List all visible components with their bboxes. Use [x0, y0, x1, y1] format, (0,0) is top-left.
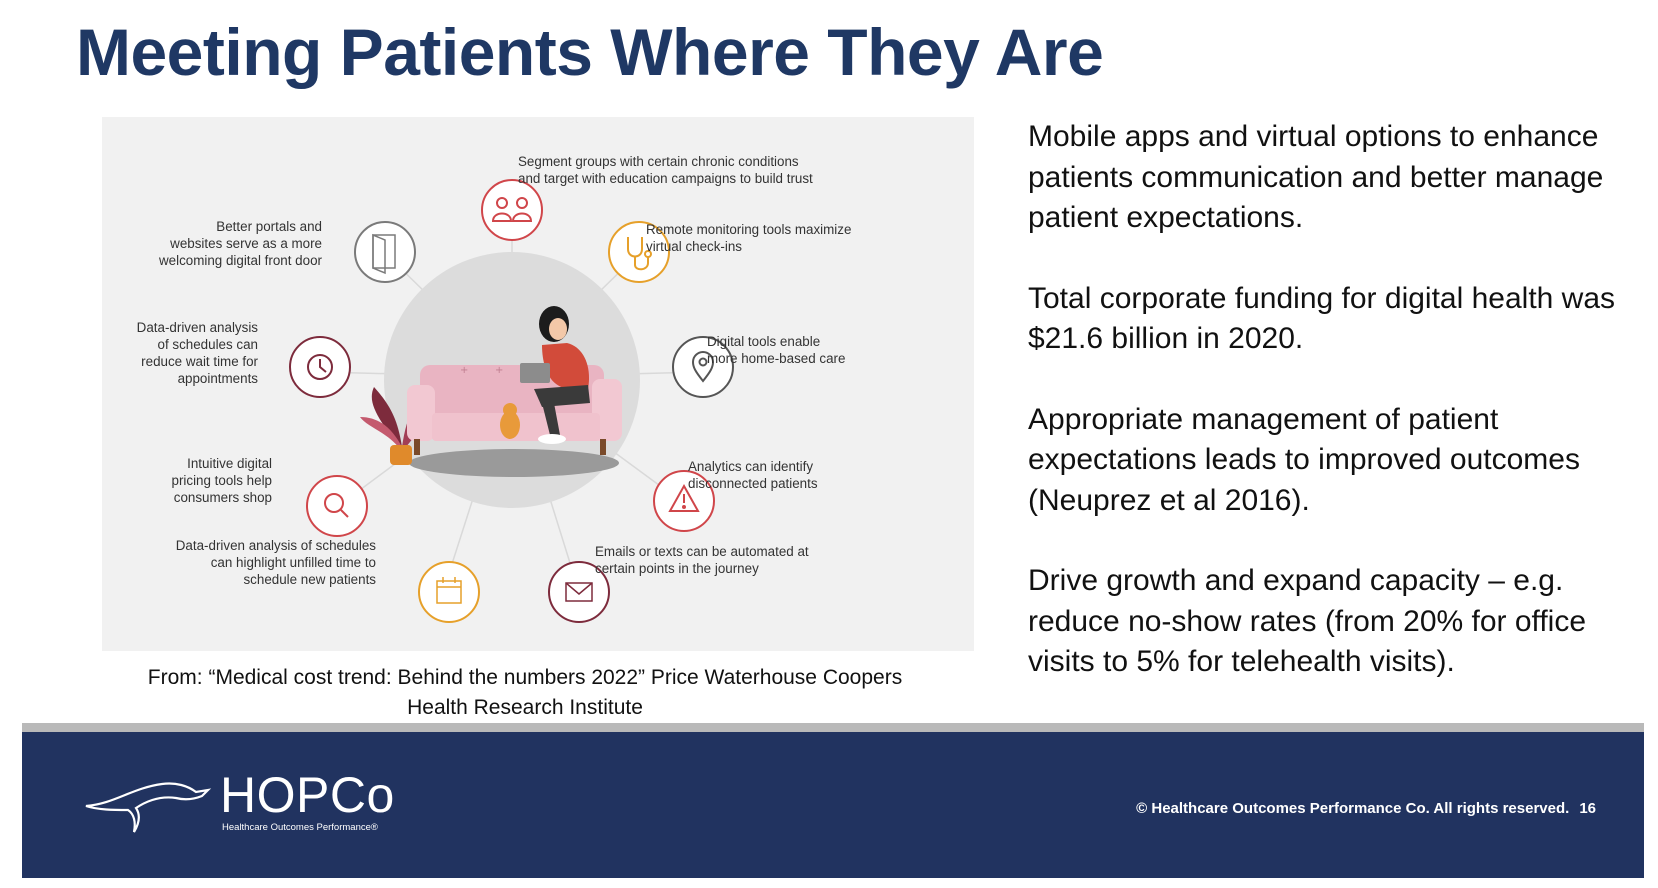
- location-pin-icon: [672, 336, 734, 398]
- label-remote-monitoring: Remote monitoring tools maximize virtual…: [646, 222, 852, 254]
- label-analytics: Analytics can identify disconnected pati…: [688, 459, 818, 491]
- person-with-laptop: [520, 306, 590, 444]
- label-segment-groups: Segment groups with certain chronic cond…: [518, 154, 813, 186]
- copyright-text: © Healthcare Outcomes Performance Co. Al…: [1136, 800, 1570, 817]
- bullet-corporate-funding: Total corporate funding for digital heal…: [1028, 281, 1616, 356]
- hopco-bird-icon: [85, 782, 212, 833]
- figure-caption: From: “Medical cost trend: Behind the nu…: [102, 663, 948, 723]
- label-better-portals: Better portals and websites serve as a m…: [158, 219, 322, 268]
- people-icon: [481, 179, 543, 241]
- label-pricing-tools: Intuitive digital pricing tools help con…: [171, 456, 273, 505]
- logo-text: HOPCo: [220, 767, 395, 823]
- label-emails-texts: Emails or texts can be automated at cert…: [595, 544, 809, 576]
- svg-text:+: +: [495, 365, 503, 376]
- logo-subtitle: Healthcare Outcomes Performance®: [222, 822, 378, 833]
- door-icon: [354, 221, 416, 283]
- bullet-list: Mobile apps and virtual options to enhan…: [1028, 117, 1628, 723]
- magnifier-icon: [306, 475, 368, 537]
- svg-text:+: +: [460, 365, 468, 376]
- bullet-patient-expectations: Appropriate management of patient expect…: [1028, 402, 1580, 517]
- footer-divider: [22, 723, 1644, 732]
- infographic-drawing: + +: [289, 179, 734, 623]
- footer: HOPCo Healthcare Outcomes Performance® ©…: [22, 732, 1644, 878]
- bullet-mobile-apps: Mobile apps and virtual options to enhan…: [1028, 120, 1604, 234]
- label-unfilled-time: Data-driven analysis of schedules can hi…: [175, 538, 376, 587]
- label-reduce-wait-time: Data-driven analysis of schedules can re…: [136, 320, 258, 386]
- slide-title: Meeting Patients Where They Are: [76, 15, 1104, 89]
- floor-shadow: [409, 449, 619, 477]
- page-number: 16: [1579, 800, 1596, 817]
- bullet-growth-capacity: Drive growth and expand capacity – e.g. …: [1028, 564, 1587, 678]
- cat-illustration: [500, 403, 520, 439]
- caption-text: From: “Medical cost trend: Behind the nu…: [147, 666, 903, 719]
- warning-icon: [653, 470, 715, 532]
- label-home-based-care: Digital tools enable more home-based car…: [707, 334, 846, 366]
- pwc-infographic: + +: [102, 117, 974, 651]
- copyright-line: © Healthcare Outcomes Performance Co. Al…: [1136, 800, 1596, 817]
- stethoscope-icon: [608, 221, 670, 283]
- clock-icon: [289, 336, 351, 398]
- calendar-icon: [418, 561, 480, 623]
- envelope-icon: [548, 561, 610, 623]
